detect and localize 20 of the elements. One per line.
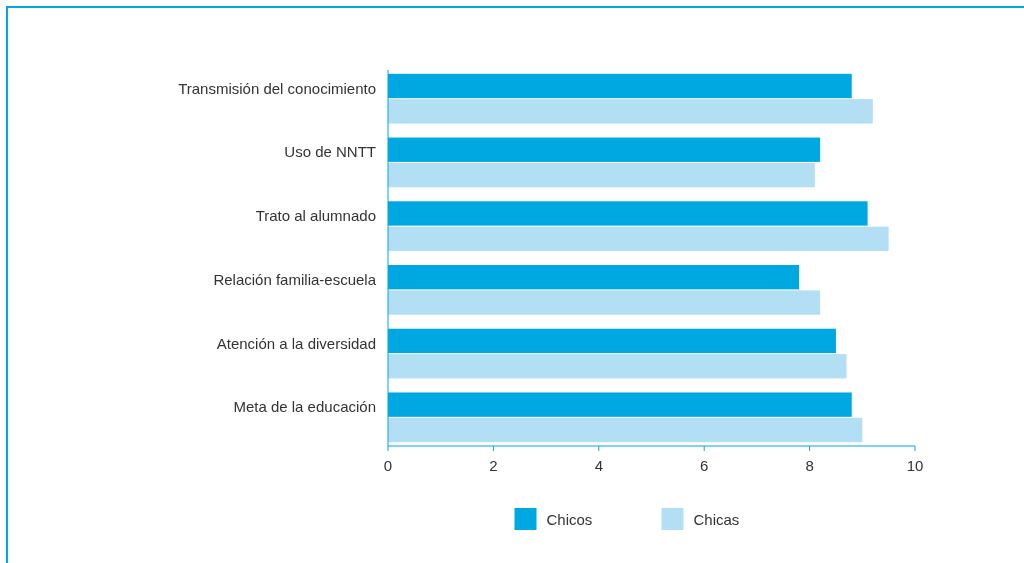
x-tick-label: 8: [805, 457, 814, 474]
y-tick-label: Transmisión del conocimiento: [178, 79, 376, 97]
bar: [388, 226, 889, 251]
y-tick-label: Uso de NNTT: [284, 143, 376, 161]
x-tick-label: 0: [383, 457, 393, 474]
x-tick-label: 6: [700, 457, 709, 474]
y-tick-label: Meta de la educación: [233, 398, 376, 416]
bar: [388, 99, 873, 124]
legend-label: Chicas: [693, 511, 740, 528]
y-tick-label: Atención a la diversidad: [216, 334, 376, 352]
x-tick-label: 2: [489, 457, 498, 474]
bar: [388, 162, 815, 188]
y-tick-label: Relación familia-escuela: [213, 270, 377, 288]
bar: [388, 290, 821, 315]
y-tick-label: Trato al alumnado: [255, 207, 376, 225]
bar: [388, 354, 847, 379]
bar: [388, 417, 863, 443]
x-tick-label: 10: [906, 457, 924, 474]
x-tick-label: 4: [594, 457, 603, 474]
legend-label: Chicos: [546, 511, 593, 528]
